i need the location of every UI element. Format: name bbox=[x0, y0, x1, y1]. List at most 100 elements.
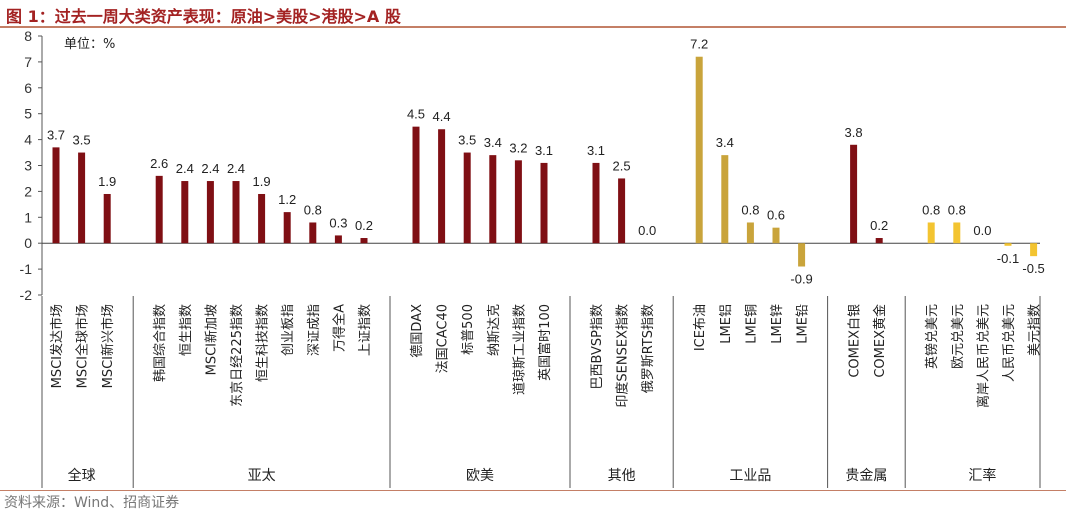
bar bbox=[334, 235, 342, 244]
bar bbox=[52, 147, 60, 244]
category-label: LME锌 bbox=[770, 304, 785, 344]
bar bbox=[258, 193, 266, 244]
bar bbox=[181, 181, 189, 244]
bar bbox=[309, 222, 317, 244]
bar bbox=[103, 193, 111, 244]
category-label: MSCI全球市场 bbox=[75, 304, 91, 388]
data-label: 0.8 bbox=[922, 202, 940, 217]
data-label: 1.2 bbox=[278, 192, 296, 207]
y-tick-label: 8 bbox=[24, 28, 32, 44]
category-label: 纳斯达克 bbox=[487, 304, 502, 356]
category-label: 东京日经225指数 bbox=[230, 304, 245, 407]
data-label: 3.4 bbox=[716, 135, 734, 150]
category-label: 韩国综合指数 bbox=[153, 304, 168, 382]
data-label: 3.8 bbox=[845, 125, 863, 140]
category-label: 离岸人民币兑美元 bbox=[975, 304, 991, 408]
bar bbox=[592, 162, 600, 244]
category-label: 欧元兑美元 bbox=[951, 304, 966, 369]
data-label: 3.1 bbox=[587, 143, 605, 158]
bar bbox=[283, 212, 291, 244]
category-label: 英镑兑美元 bbox=[924, 304, 940, 369]
category-label: 印度SENSEX指数 bbox=[615, 304, 631, 408]
category-label: 俄罗斯RTS指数 bbox=[641, 304, 656, 393]
category-label: 德国DAX bbox=[410, 304, 425, 358]
data-label: 2.4 bbox=[201, 161, 219, 176]
data-label: 3.4 bbox=[484, 135, 502, 150]
bar bbox=[412, 126, 420, 244]
bar bbox=[463, 152, 471, 244]
y-tick-label: 1 bbox=[24, 209, 32, 225]
bar bbox=[927, 222, 935, 244]
category-label: COMEX白银 bbox=[847, 304, 863, 378]
category-label: 创业板指 bbox=[281, 304, 296, 356]
group-label: 贵金属 bbox=[845, 468, 887, 484]
title-underline bbox=[0, 26, 1066, 28]
bar bbox=[875, 238, 883, 244]
bar bbox=[155, 175, 163, 244]
source-note: 资料来源：Wind、招商证券 bbox=[4, 495, 180, 511]
category-label: 万得全A bbox=[331, 304, 347, 352]
bar bbox=[489, 155, 497, 244]
bar bbox=[695, 56, 703, 244]
data-label: 4.4 bbox=[433, 109, 451, 124]
data-label: -0.9 bbox=[790, 272, 812, 287]
category-label: 深证成指 bbox=[307, 304, 322, 356]
group-label: 汇率 bbox=[968, 467, 996, 484]
y-tick-label: 3 bbox=[24, 158, 32, 174]
y-tick-label: 0 bbox=[24, 235, 32, 251]
data-label: 0.3 bbox=[329, 215, 347, 230]
data-label: 0.8 bbox=[741, 202, 759, 217]
bar bbox=[1004, 243, 1012, 246]
category-label: 恒生指数 bbox=[179, 304, 194, 356]
data-label: 1.9 bbox=[253, 174, 271, 189]
bar bbox=[953, 222, 961, 244]
bar bbox=[798, 243, 806, 267]
bar bbox=[232, 181, 240, 244]
data-label: 0.0 bbox=[973, 223, 991, 238]
y-tick-label: 7 bbox=[24, 54, 32, 70]
data-label: 2.5 bbox=[613, 158, 631, 173]
y-tick-label: 6 bbox=[24, 80, 32, 96]
data-label: 0.8 bbox=[304, 202, 322, 217]
data-label: 0.6 bbox=[767, 208, 785, 223]
category-label: COMEX黄金 bbox=[872, 304, 888, 378]
group-label: 工业品 bbox=[729, 468, 771, 484]
bar bbox=[540, 162, 548, 244]
data-label: 7.2 bbox=[690, 37, 708, 52]
category-label: LME铅 bbox=[796, 304, 811, 344]
bar bbox=[772, 227, 780, 244]
data-label: 3.1 bbox=[535, 143, 553, 158]
category-label: MSCI发达市场 bbox=[49, 304, 65, 388]
category-label: MSCI新兴市场 bbox=[100, 304, 116, 388]
data-label: 0.2 bbox=[355, 218, 373, 233]
group-label: 其他 bbox=[608, 468, 636, 484]
category-label: LME铜 bbox=[744, 304, 759, 344]
bar bbox=[746, 222, 754, 244]
y-tick-label: 4 bbox=[24, 132, 32, 148]
group-label: 亚太 bbox=[248, 468, 276, 484]
data-label: -0.1 bbox=[997, 251, 1019, 266]
bar bbox=[1030, 243, 1038, 257]
y-tick-label: 5 bbox=[24, 106, 32, 122]
bar bbox=[850, 144, 858, 244]
category-label: 上证指数 bbox=[358, 304, 373, 356]
category-label: MSCI新加坡 bbox=[203, 304, 219, 375]
data-label: -0.5 bbox=[1022, 261, 1044, 276]
category-label: 巴西BVSP指数 bbox=[590, 304, 605, 390]
category-label: 人民币兑美元 bbox=[1002, 304, 1017, 382]
data-label: 3.5 bbox=[458, 133, 476, 148]
category-label: LME铝 bbox=[719, 304, 734, 344]
data-label: 3.7 bbox=[47, 127, 65, 142]
data-label: 2.4 bbox=[227, 161, 245, 176]
data-label: 4.5 bbox=[407, 107, 425, 122]
data-label: 3.2 bbox=[509, 140, 527, 155]
bar bbox=[78, 152, 86, 244]
bar bbox=[360, 238, 368, 244]
data-label: 0.0 bbox=[638, 223, 656, 238]
bar bbox=[618, 178, 626, 244]
category-label: 美元指数 bbox=[1028, 304, 1043, 356]
data-label: 2.6 bbox=[150, 156, 168, 171]
data-label: 0.8 bbox=[948, 202, 966, 217]
bar bbox=[438, 129, 446, 244]
data-label: 2.4 bbox=[176, 161, 194, 176]
